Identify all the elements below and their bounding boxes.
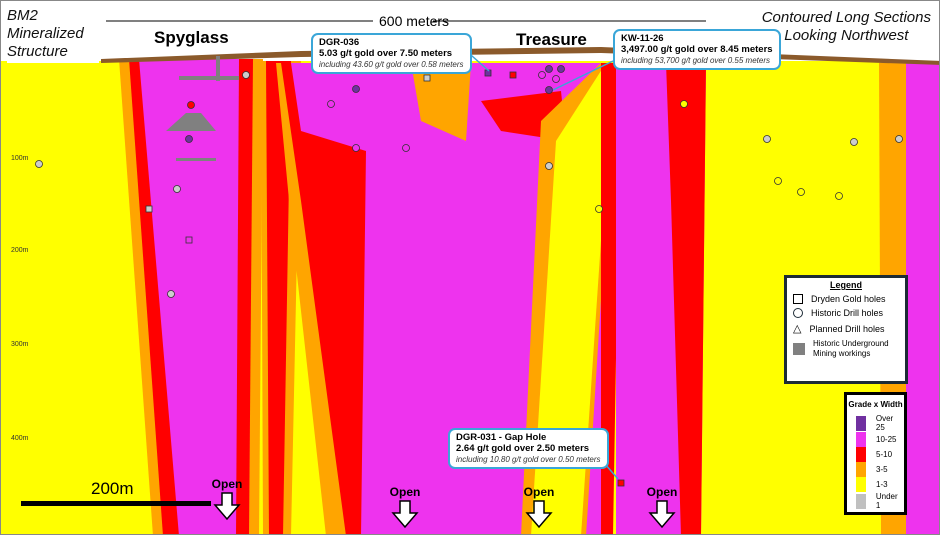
grade-zone-10-25 [906, 63, 939, 534]
grade-swatch [856, 432, 866, 447]
grade-swatch [856, 447, 866, 462]
scale-bar-label: 200m [91, 479, 134, 498]
depth-label: 400m [11, 435, 29, 442]
grade-zone-3-5 [411, 63, 471, 141]
figure-title: BM2 Mineralized Structure [7, 7, 99, 63]
drill-holes [35, 65, 903, 487]
down-arrow-icon [525, 500, 553, 529]
grade-zone-5-10 [266, 61, 291, 534]
callout-kw-11-26: KW-11-26 3,497.00 g/t gold over 8.45 met… [613, 29, 781, 70]
callout-including: including 53,700 g/t gold over 0.55 mete… [621, 56, 770, 65]
grade-label: 10-25 [876, 435, 897, 444]
callout-hole: KW-11-26 [621, 33, 664, 44]
open-arrows [213, 492, 676, 529]
grade-legend-item: 5-10 [856, 447, 904, 462]
grade-label: Over 25 [875, 414, 894, 432]
grade-legend-item: 10-25 [856, 432, 904, 447]
open-label: Open [389, 485, 421, 499]
subtitle-line: Contoured Long Sections [761, 9, 931, 26]
grade-label: Under 1 [875, 492, 898, 510]
title-line: Structure [7, 43, 68, 60]
scale-top-label: 600 meters [379, 13, 450, 29]
callout-main: 3,497.00 g/t gold over 8.45 meters [621, 44, 773, 55]
figure-subtitle: Contoured Long Sections Looking Northwes… [762, 9, 931, 45]
callout-main: 5.03 g/t gold over 7.50 meters [319, 48, 453, 59]
callout-main: 2.64 g/t gold over 2.50 meters [456, 443, 590, 454]
underground-shaft [216, 56, 220, 81]
depth-label: 200m [11, 247, 29, 254]
down-arrow-icon [213, 492, 241, 521]
legend: Legend Dryden Gold holes Historic Drill … [784, 275, 908, 384]
grade-swatch [856, 462, 866, 477]
open-label: Open [646, 485, 678, 499]
callout-including: including 43.60 g/t gold over 0.58 meter… [319, 60, 464, 69]
title-line: Mineralized [7, 25, 84, 42]
triangle-icon: △ [793, 323, 802, 335]
mining-workings-icon [793, 343, 805, 355]
grade-swatch [856, 493, 866, 509]
open-label: Open [523, 485, 555, 499]
grade-legend-item: 3-5 [856, 462, 904, 477]
zone-label-treasure: Treasure [516, 30, 587, 49]
grade-label: 3-5 [876, 465, 888, 474]
grade-legend-title: Grade x Width [848, 400, 903, 409]
underground-working [179, 76, 239, 80]
down-arrow-icon [391, 500, 419, 529]
zone-label-spyglass: Spyglass [154, 28, 229, 47]
grade-label: 1-3 [876, 480, 888, 489]
grade-label: 5-10 [876, 450, 893, 459]
callout-dgr-031: DGR-031 - Gap Hole 2.64 g/t gold over 2.… [448, 428, 609, 469]
underground-working [166, 113, 216, 131]
grade-legend-item: Under 1 [856, 492, 904, 510]
underground-working [176, 158, 216, 161]
legend-title: Legend [829, 280, 862, 290]
down-arrow-icon [648, 500, 676, 529]
legend-item: Planned Drill holes [809, 323, 885, 334]
grade-zone-10-25 [291, 63, 471, 534]
depth-label: 100m [11, 155, 29, 162]
grade-legend: Grade x Width Over 25 10-25 5-10 3-5 1-3 Unde… [844, 392, 907, 515]
legend-item: Historic Underground Mining workings [813, 339, 889, 358]
title-line: BM2 [7, 7, 38, 24]
grade-zone-1-3 [531, 63, 613, 534]
open-label: Open [211, 477, 243, 491]
depth-label: 300m [11, 341, 29, 348]
legend-item: Dryden Gold holes [811, 294, 886, 304]
callout-hole: DGR-031 - Gap Hole [456, 432, 547, 443]
square-icon [793, 294, 803, 304]
grade-zone-10-25 [139, 59, 239, 534]
grade-legend-item: 1-3 [856, 477, 904, 492]
scale-bar [21, 501, 211, 506]
grade-swatch [856, 415, 866, 431]
grade-zone-5-10 [666, 63, 706, 534]
callout-leader [552, 60, 614, 91]
grade-legend-item: Over 25 [856, 414, 904, 432]
grade-swatch [856, 477, 866, 492]
callout-dgr-036: DGR-036 5.03 g/t gold over 7.50 meters i… [311, 33, 472, 74]
callout-including: including 10.80 g/t gold over 0.50 meter… [456, 455, 601, 464]
legend-item: Historic Drill holes [811, 308, 884, 318]
topographic-surface [101, 47, 939, 65]
circle-icon [793, 308, 803, 318]
subtitle-line: Looking Northwest [784, 27, 909, 44]
callout-hole: DGR-036 [319, 37, 360, 48]
